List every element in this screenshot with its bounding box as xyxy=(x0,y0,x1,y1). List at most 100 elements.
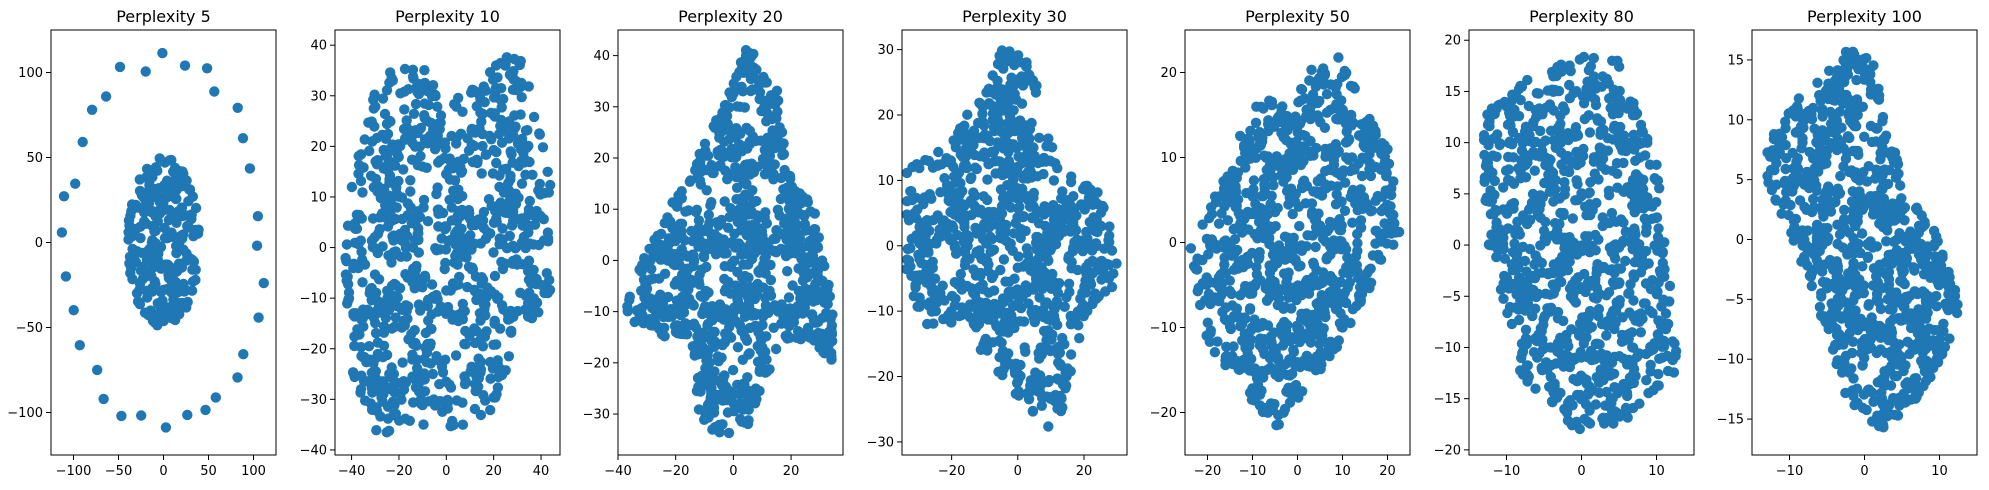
scatter-point xyxy=(787,229,798,240)
scatter-point xyxy=(986,146,997,158)
scatter-point xyxy=(809,224,820,235)
scatter-point xyxy=(411,81,422,93)
scatter-point xyxy=(1007,301,1019,312)
scatter-point xyxy=(123,227,134,238)
scatter-point xyxy=(1585,60,1597,72)
scatter-point xyxy=(485,228,496,239)
scatter-point xyxy=(1509,238,1520,249)
scatter-point xyxy=(232,102,243,114)
scatter-point xyxy=(475,409,487,421)
y-tick-label: −100 xyxy=(7,406,43,421)
scatter-point xyxy=(92,364,103,376)
scatter-point xyxy=(1566,324,1577,335)
scatter-point xyxy=(1231,303,1243,314)
scatter-point xyxy=(966,172,977,183)
scatter-point xyxy=(410,98,422,110)
scatter-point xyxy=(1607,109,1619,120)
scatter-point xyxy=(1263,119,1274,130)
scatter-point xyxy=(752,385,763,396)
scatter-point xyxy=(1293,97,1304,108)
scatter-point xyxy=(520,169,531,180)
scatter-point xyxy=(1083,193,1095,204)
scatter-point xyxy=(178,244,189,255)
scatter-point xyxy=(478,390,489,401)
scatter-point xyxy=(1660,308,1672,319)
scatter-point xyxy=(543,187,554,198)
scatter-point xyxy=(452,193,464,205)
scatter-point xyxy=(946,317,957,328)
scatter-point xyxy=(661,247,672,258)
scatter-point xyxy=(139,307,151,318)
scatter-point xyxy=(684,176,696,187)
scatter-point xyxy=(1562,150,1573,162)
scatter-point xyxy=(1532,352,1543,363)
scatter-point xyxy=(1266,401,1277,413)
scatter-point xyxy=(1588,52,1600,64)
scatter-point xyxy=(754,366,765,377)
scatter-point xyxy=(1268,327,1279,338)
scatter-point xyxy=(428,394,439,405)
scatter-point xyxy=(1507,126,1519,138)
scatter-point xyxy=(1513,110,1525,122)
scatter-point xyxy=(709,366,720,377)
scatter-point xyxy=(539,287,550,299)
scatter-point xyxy=(1284,397,1296,408)
scatter-points xyxy=(1185,52,1405,431)
scatter-point xyxy=(718,109,729,121)
scatter-point xyxy=(1306,198,1318,209)
scatter-point xyxy=(136,190,148,201)
scatter-point xyxy=(728,128,739,140)
scatter-point xyxy=(911,159,922,170)
scatter-point xyxy=(975,267,986,279)
scatter-point xyxy=(1348,163,1359,174)
scatter-point xyxy=(732,266,743,278)
scatter-point xyxy=(774,228,785,239)
scatter-point xyxy=(1280,126,1291,137)
scatter-point xyxy=(393,151,404,163)
scatter-point xyxy=(693,334,704,346)
scatter-point xyxy=(534,128,545,139)
scatter-point xyxy=(1612,182,1623,193)
scatter-point xyxy=(1016,98,1028,109)
scatter-point xyxy=(1007,185,1018,197)
scatter-point xyxy=(1301,331,1313,343)
scatter-point xyxy=(1012,167,1023,178)
scatter-point xyxy=(1028,142,1039,153)
scatter-point xyxy=(1273,298,1285,310)
scatter-point xyxy=(1559,250,1571,261)
scatter-point xyxy=(1048,200,1059,211)
scatter-point xyxy=(1579,113,1591,125)
scatter-point xyxy=(1202,317,1214,328)
scatter-point xyxy=(961,280,973,292)
scatter-point xyxy=(1637,126,1649,138)
scatter-point xyxy=(1533,88,1544,99)
scatter-point xyxy=(1304,75,1315,86)
scatter-point xyxy=(1215,269,1226,280)
scatter-point xyxy=(1104,230,1115,241)
scatter-point xyxy=(450,350,462,361)
scatter-point xyxy=(1040,298,1051,309)
scatter-point xyxy=(135,232,146,244)
scatter-point xyxy=(1504,110,1516,122)
scatter-point xyxy=(471,154,482,165)
scatter-point xyxy=(1653,368,1664,380)
scatter-point xyxy=(1563,341,1574,352)
scatter-point xyxy=(1285,116,1296,128)
scatter-point xyxy=(708,167,719,179)
scatter-point xyxy=(622,306,633,317)
scatter-point xyxy=(181,302,192,313)
scatter-point xyxy=(134,174,145,185)
scatter-point xyxy=(1072,264,1083,276)
scatter-point xyxy=(1540,236,1552,247)
scatter-point xyxy=(986,244,998,255)
scatter-point xyxy=(505,174,516,185)
scatter-point xyxy=(668,258,679,270)
y-tick-label: 30 xyxy=(593,100,610,115)
scatter-point xyxy=(683,263,694,274)
scatter-point xyxy=(1052,163,1063,174)
x-tick-label: 0 xyxy=(1293,464,1301,479)
scatter-points xyxy=(340,52,556,438)
scatter-point xyxy=(1005,94,1017,105)
scatter-point xyxy=(680,206,691,217)
scatter-point xyxy=(678,301,689,312)
